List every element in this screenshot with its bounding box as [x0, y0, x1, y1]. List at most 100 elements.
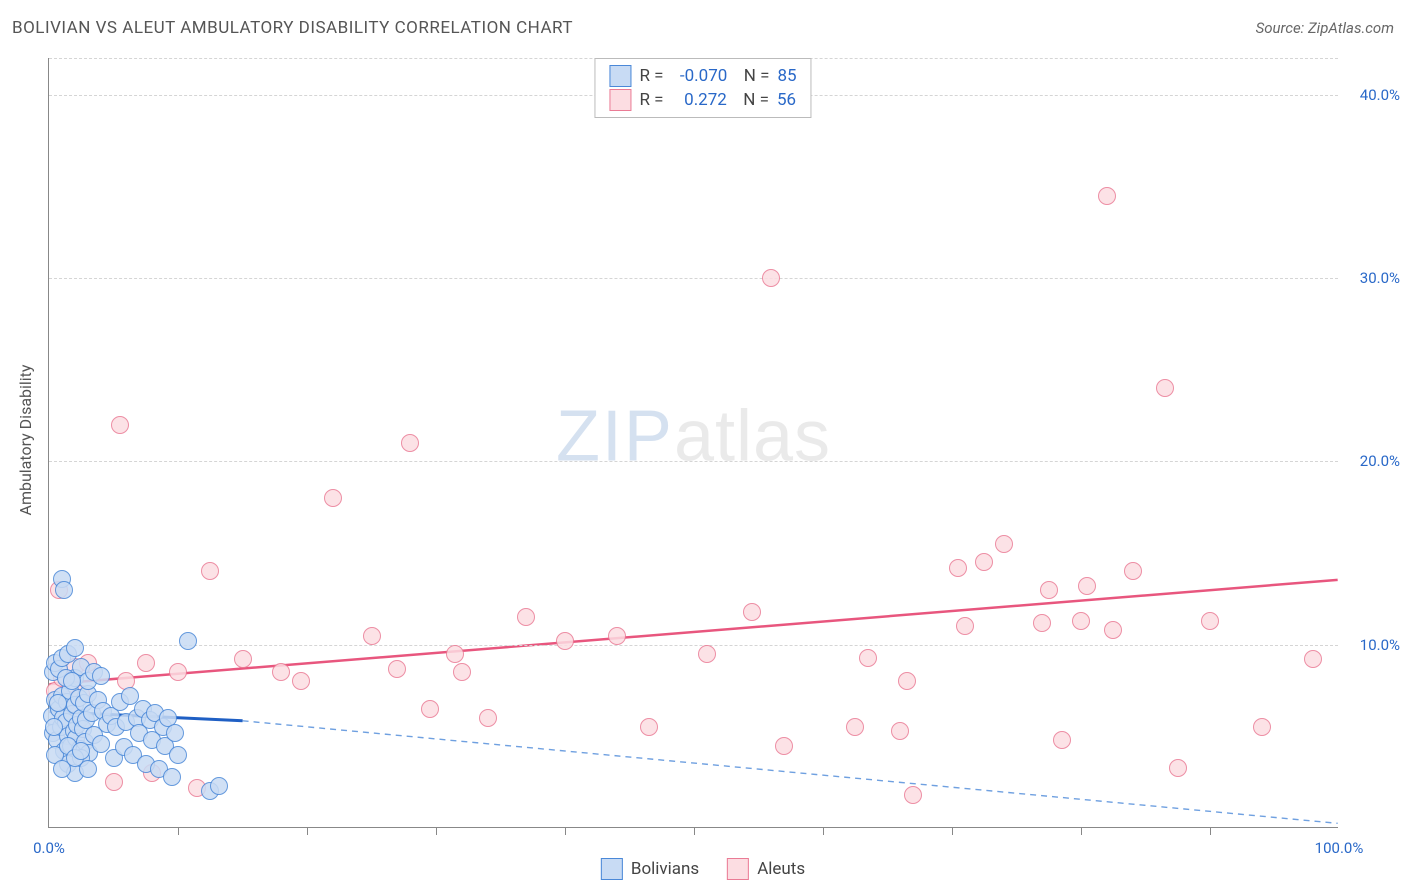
point-aleuts	[479, 709, 497, 727]
point-aleuts	[1304, 650, 1322, 668]
point-aleuts	[743, 603, 761, 621]
point-aleuts	[1072, 612, 1090, 630]
point-aleuts	[1156, 379, 1174, 397]
point-bolivians	[210, 777, 228, 795]
swatch-aleuts-2	[727, 858, 749, 880]
point-bolivians	[45, 718, 63, 736]
point-aleuts	[846, 718, 864, 736]
point-aleuts	[904, 786, 922, 804]
stats-row-bolivians: R = -0.070 N = 85	[609, 65, 796, 87]
r-value-aleuts: 0.272	[684, 90, 727, 110]
n-value-bolivians: 85	[777, 66, 796, 86]
xtick	[565, 827, 566, 835]
point-aleuts	[975, 553, 993, 571]
trend-lines-layer	[49, 58, 1338, 827]
point-bolivians	[179, 632, 197, 650]
stats-row-aleuts: R = 0.272 N = 56	[609, 89, 796, 111]
bottom-legend: Bolivians Aleuts	[601, 858, 805, 880]
point-bolivians	[92, 667, 110, 685]
point-bolivians	[72, 742, 90, 760]
point-aleuts	[137, 654, 155, 672]
point-aleuts	[324, 489, 342, 507]
gridline	[49, 461, 1338, 462]
xtick	[1210, 827, 1211, 835]
swatch-bolivians-2	[601, 858, 623, 880]
point-aleuts	[775, 737, 793, 755]
point-aleuts	[1124, 562, 1142, 580]
point-aleuts	[1104, 621, 1122, 639]
point-aleuts	[453, 663, 471, 681]
point-aleuts	[698, 645, 716, 663]
plot-area: ZIPatlas 10.0%20.0%30.0%40.0%0.0%100.0%	[48, 58, 1338, 828]
ytick-label: 40.0%	[1345, 86, 1400, 104]
point-bolivians	[163, 768, 181, 786]
xtick	[178, 827, 179, 835]
point-aleuts	[1201, 612, 1219, 630]
n-value-aleuts: 56	[777, 90, 796, 110]
point-aleuts	[898, 672, 916, 690]
point-aleuts	[608, 627, 626, 645]
point-aleuts	[1053, 731, 1071, 749]
point-aleuts	[401, 434, 419, 452]
point-aleuts	[234, 650, 252, 668]
point-aleuts	[1078, 577, 1096, 595]
point-aleuts	[421, 700, 439, 718]
point-aleuts	[762, 269, 780, 287]
point-aleuts	[388, 660, 406, 678]
y-axis-label: Ambulatory Disability	[16, 365, 35, 516]
r-value-bolivians: -0.070	[680, 66, 727, 86]
gridline	[49, 278, 1338, 279]
source-label: Source: ZipAtlas.com	[1256, 19, 1394, 37]
swatch-bolivians	[609, 65, 631, 87]
xtick	[823, 827, 824, 835]
point-aleuts	[1169, 759, 1187, 777]
point-aleuts	[111, 416, 129, 434]
point-aleuts	[640, 718, 658, 736]
legend-label-aleuts: Aleuts	[757, 859, 805, 879]
xtick-label-0: 0.0%	[33, 839, 65, 857]
legend-label-bolivians: Bolivians	[631, 859, 699, 879]
watermark: ZIPatlas	[556, 395, 831, 477]
point-aleuts	[1040, 581, 1058, 599]
legend-item-aleuts: Aleuts	[727, 858, 805, 880]
xtick	[1081, 827, 1082, 835]
point-aleuts	[556, 632, 574, 650]
gridline	[49, 645, 1338, 646]
point-aleuts	[517, 608, 535, 626]
xtick	[307, 827, 308, 835]
xtick	[694, 827, 695, 835]
legend-item-bolivians: Bolivians	[601, 858, 699, 880]
point-aleuts	[956, 617, 974, 635]
ytick-label: 10.0%	[1345, 636, 1400, 654]
xtick	[436, 827, 437, 835]
point-bolivians	[166, 724, 184, 742]
point-bolivians	[49, 694, 67, 712]
point-bolivians	[63, 672, 81, 690]
xtick-label-100: 100.0%	[1315, 839, 1364, 857]
ytick-label: 20.0%	[1345, 452, 1400, 470]
point-aleuts	[1098, 187, 1116, 205]
point-bolivians	[92, 735, 110, 753]
point-aleuts	[949, 559, 967, 577]
point-aleuts	[105, 773, 123, 791]
point-aleuts	[446, 645, 464, 663]
point-aleuts	[169, 663, 187, 681]
point-aleuts	[272, 663, 290, 681]
point-aleuts	[859, 649, 877, 667]
trend-line	[49, 580, 1337, 684]
point-aleuts	[201, 562, 219, 580]
xtick	[952, 827, 953, 835]
point-bolivians	[66, 639, 84, 657]
point-aleuts	[1033, 614, 1051, 632]
swatch-aleuts	[609, 89, 631, 111]
point-bolivians	[55, 581, 73, 599]
point-aleuts	[292, 672, 310, 690]
point-aleuts	[891, 722, 909, 740]
chart-title: BOLIVIAN VS ALEUT AMBULATORY DISABILITY …	[12, 18, 573, 38]
point-aleuts	[995, 535, 1013, 553]
point-aleuts	[1253, 718, 1271, 736]
point-bolivians	[169, 746, 187, 764]
point-aleuts	[363, 627, 381, 645]
ytick-label: 30.0%	[1345, 269, 1400, 287]
stats-box: R = -0.070 N = 85 R = 0.272 N = 56	[594, 58, 811, 118]
